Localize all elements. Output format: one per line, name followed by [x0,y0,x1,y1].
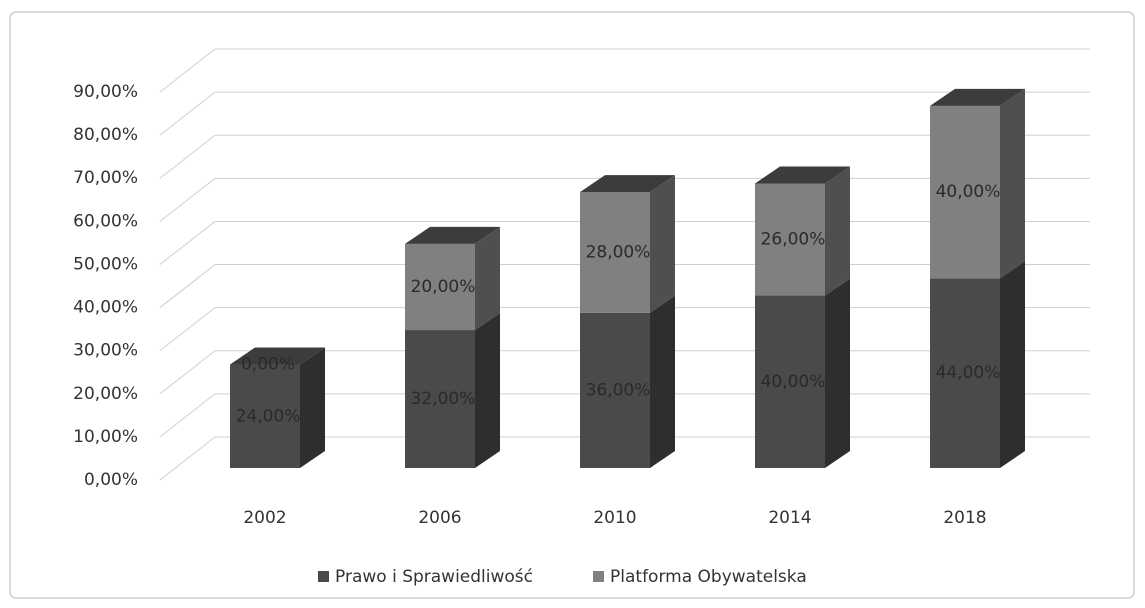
data-label: 28,00% [586,242,651,262]
x-tick-label: 2010 [593,508,636,528]
bar-front [930,105,1000,279]
bar-front [930,278,1000,468]
bar-front [755,183,825,296]
y-tick-label: 40,00% [73,298,138,318]
bar-front [405,243,475,331]
bar-front [580,192,650,313]
legend-swatch [593,571,605,582]
bar-top [405,226,500,244]
legend-label: Prawo i Sprawiedliwość [335,567,533,587]
bar-side [650,175,675,313]
y-tick-label: 60,00% [73,211,138,231]
grid-line-side [159,221,216,265]
bar-top [755,166,850,184]
bar-side [475,313,500,468]
grid-line-side [159,264,216,308]
bar-front [230,364,300,468]
y-tick-label: 50,00% [73,254,138,274]
bar-front [755,295,825,468]
data-label: 0,00% [241,355,295,375]
data-label: 40,00% [936,182,1001,202]
grid-line-side [159,177,216,222]
y-tick-label: 90,00% [73,82,138,102]
legend-swatch [318,571,329,582]
bar-top [580,175,675,193]
bar-side [825,166,850,296]
bar-side [825,278,850,468]
bar-side [1000,261,1025,468]
legend-label: Platforma Obywatelska [610,567,807,587]
bar-side [1000,88,1025,279]
y-tick-label: 70,00% [73,168,138,188]
bar-front [580,312,650,468]
x-tick-label: 2006 [418,508,461,528]
y-tick-label: 0,00% [84,470,138,490]
data-label: 44,00% [936,363,1001,383]
y-tick-label: 20,00% [73,384,138,404]
bar-side [475,226,500,331]
grid-line-side [159,91,216,136]
grid-line-side [159,393,216,438]
grid-line-side [159,350,216,395]
grid-line-side [159,48,216,93]
data-label: 20,00% [411,277,476,297]
data-label: 26,00% [761,230,826,250]
data-label: 40,00% [761,372,826,392]
data-label: 32,00% [411,389,476,409]
data-label: 36,00% [586,380,651,400]
bar-side [650,295,675,468]
y-tick-label: 80,00% [73,125,138,145]
bar-top [230,347,325,365]
bar-top [930,88,1025,106]
grid-line-side [159,307,216,352]
grid-line-side [159,134,216,179]
data-label: 24,00% [236,406,301,426]
y-tick-label: 30,00% [73,341,138,361]
bar-front [405,330,475,468]
x-tick-label: 2014 [768,508,811,528]
x-tick-label: 2018 [943,508,986,528]
y-tick-label: 10,00% [73,427,138,447]
grid-line-side [159,436,216,481]
bar-side [300,347,325,468]
x-tick-label: 2002 [243,508,286,528]
